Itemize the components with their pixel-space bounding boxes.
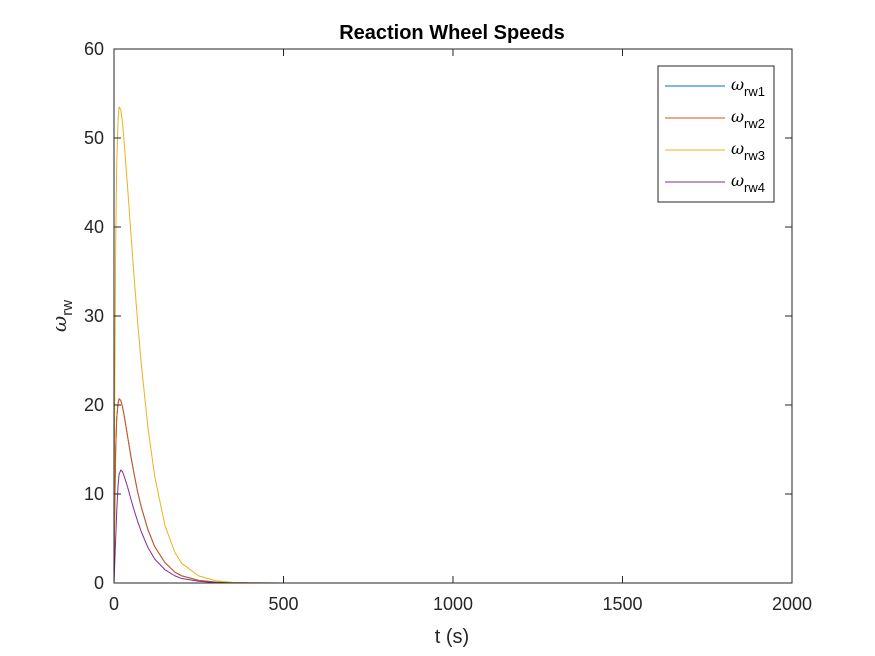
legend-label-2: ωrw2: [731, 107, 765, 131]
y-tick-label: 60: [84, 39, 104, 59]
y-axis-label-subscript: rw: [59, 300, 76, 316]
svg-text:ωrw: ωrw: [47, 300, 76, 332]
legend-label-3: ωrw3: [731, 139, 765, 163]
x-tick-label: 1000: [433, 594, 473, 614]
chart-title: Reaction Wheel Speeds: [339, 22, 565, 44]
y-tick-label: 40: [84, 217, 104, 237]
x-axis: 0 500 1000 1500 2000: [109, 49, 812, 614]
x-tick-label: 2000: [772, 594, 812, 614]
legend-label-1: ωrw1: [731, 75, 765, 99]
y-tick-label: 20: [84, 395, 104, 415]
x-axis-label: t (s): [435, 626, 469, 648]
y-axis-label: ωrw: [47, 300, 76, 332]
y-axis-label-symbol: ω: [47, 316, 71, 332]
y-tick-label: 50: [84, 128, 104, 148]
x-tick-label: 1500: [602, 594, 642, 614]
x-tick-label: 500: [268, 594, 298, 614]
y-tick-label: 30: [84, 306, 104, 326]
y-axis: 0 10 20 30 40 50 60: [84, 39, 792, 593]
legend-label-4: ωrw4: [731, 171, 765, 195]
x-tick-label: 0: [109, 594, 119, 614]
y-tick-label: 0: [94, 573, 104, 593]
y-tick-label: 10: [84, 484, 104, 504]
legend: ωrw1 ωrw2 ωrw3 ωrw4: [657, 65, 775, 203]
legend-box: [657, 65, 775, 203]
